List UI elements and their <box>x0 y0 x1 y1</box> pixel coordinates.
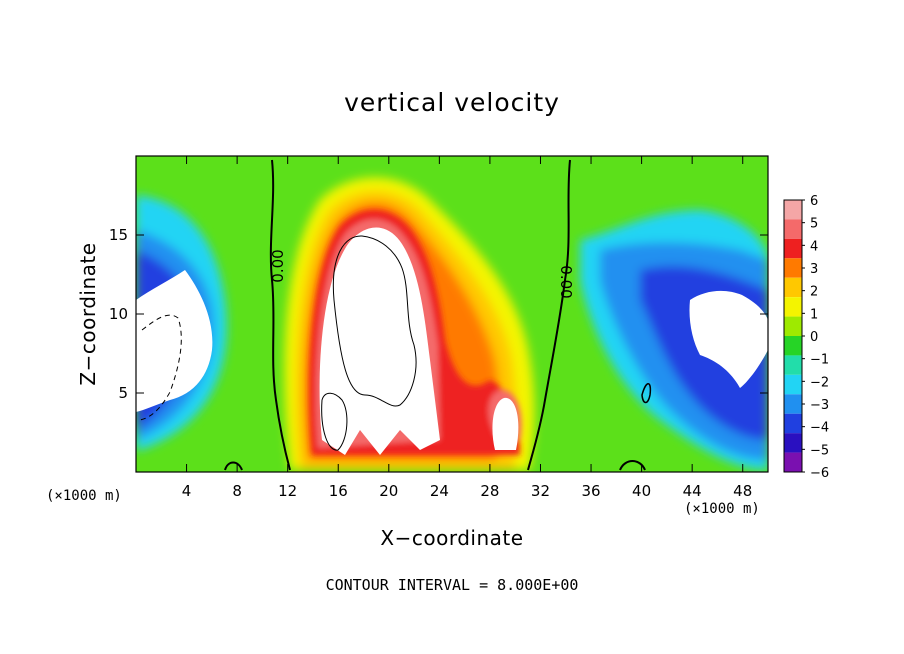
x-unit-label-right: (×1000 m) <box>684 501 760 517</box>
x-tick-label: 4 <box>182 482 192 500</box>
colorbar-label: −1 <box>810 353 829 368</box>
x-tick-label: 20 <box>379 482 398 500</box>
colorbar-segment <box>784 277 802 298</box>
colorbar: 6 5 4 3 2 1 0 −1 −2 −3 −4 −5 −6 <box>783 194 829 481</box>
contour-interval-note: CONTOUR INTERVAL = 8.000E+00 <box>325 576 579 594</box>
colorbar-segment <box>784 258 802 278</box>
x-unit-label-left: (×1000 m) <box>46 488 122 504</box>
colorbar-label: 0 <box>810 330 818 345</box>
y-axis-label: Z−coordinate <box>76 242 100 386</box>
colorbar-segment <box>784 374 802 395</box>
colorbar-label: 5 <box>810 217 818 232</box>
x-tick-label: 28 <box>480 482 499 500</box>
colorbar-label: 6 <box>810 194 818 209</box>
colorbar-segment <box>784 433 802 453</box>
colorbar-segment <box>784 200 802 220</box>
contour-label-left: 0.00 <box>269 249 287 282</box>
y-tick-label: 15 <box>109 226 128 244</box>
colorbar-label: −3 <box>810 398 829 413</box>
colorbar-segment <box>784 297 802 317</box>
x-tick-label: 24 <box>430 482 449 500</box>
x-axis-label: X−coordinate <box>380 526 524 550</box>
x-tick-label: 12 <box>278 482 297 500</box>
colorbar-segment <box>784 452 802 472</box>
colorbar-segment <box>784 336 802 356</box>
colorbar-segment <box>784 316 802 336</box>
colorbar-segment <box>784 238 802 259</box>
x-tick-label: 48 <box>733 482 752 500</box>
colorbar-label: −2 <box>810 375 829 390</box>
colorbar-label: 2 <box>810 285 818 300</box>
y-tick-label: 10 <box>109 305 128 323</box>
colorbar-label: −5 <box>810 443 829 458</box>
x-tick-label: 32 <box>531 482 550 500</box>
colorbar-segment <box>784 413 802 434</box>
x-tick-label: 36 <box>581 482 600 500</box>
colorbar-label: 4 <box>810 239 818 254</box>
chart-title: vertical velocity <box>344 88 560 117</box>
x-tick-label: 16 <box>329 482 348 500</box>
x-tick-label: 8 <box>232 482 242 500</box>
y-tick-label: 5 <box>118 384 128 402</box>
x-tick-label: 44 <box>683 482 702 500</box>
colorbar-label: 3 <box>810 262 818 277</box>
colorbar-segment <box>784 219 802 239</box>
colorbar-segment <box>784 355 802 375</box>
colorbar-label: −4 <box>810 421 829 436</box>
y-axis: 5 10 15 <box>109 226 768 402</box>
x-tick-label: 40 <box>632 482 651 500</box>
colorbar-label: 1 <box>810 307 818 322</box>
x-axis: 4 8 12 16 20 24 28 32 36 40 44 48 <box>182 156 752 500</box>
heatmap-field: 0.00 0.00 <box>136 156 768 472</box>
colorbar-segment <box>784 394 802 414</box>
colorbar-label: −6 <box>810 466 829 481</box>
contour-label-right: 0.00 <box>557 265 575 298</box>
